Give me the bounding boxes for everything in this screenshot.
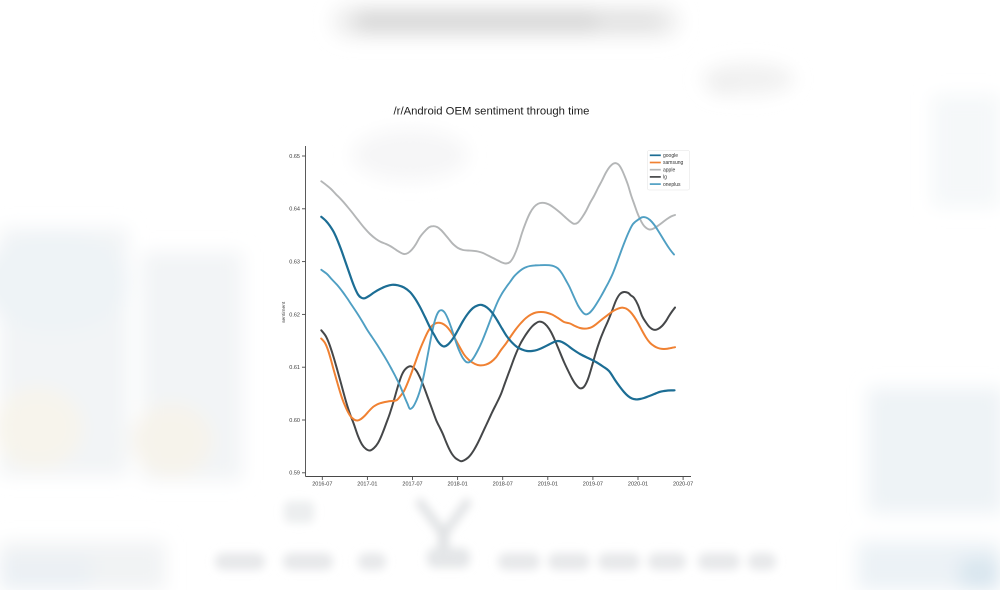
- svg-text:2018-07: 2018-07: [493, 482, 513, 488]
- svg-text:2016-07: 2016-07: [312, 482, 332, 488]
- svg-text:2019-01: 2019-01: [538, 482, 558, 488]
- svg-text:2017-07: 2017-07: [402, 482, 422, 488]
- svg-text:0.64: 0.64: [289, 207, 300, 213]
- svg-text:2017-01: 2017-01: [357, 482, 377, 488]
- svg-text:/r/Android OEM sentiment throu: /r/Android OEM sentiment through time: [394, 106, 590, 118]
- svg-text:lg: lg: [663, 175, 667, 181]
- svg-text:google: google: [663, 153, 678, 159]
- svg-text:0.63: 0.63: [289, 260, 300, 266]
- svg-text:0.61: 0.61: [289, 365, 300, 371]
- svg-text:samsung: samsung: [663, 160, 684, 166]
- svg-text:0.65: 0.65: [289, 154, 300, 160]
- svg-text:2020-01: 2020-01: [628, 482, 648, 488]
- svg-text:0.59: 0.59: [289, 471, 300, 477]
- svg-text:sentiment: sentiment: [281, 301, 287, 323]
- svg-text:apple: apple: [663, 167, 675, 173]
- svg-text:2018-01: 2018-01: [448, 482, 468, 488]
- svg-text:2019-07: 2019-07: [583, 482, 603, 488]
- svg-text:oneplus: oneplus: [663, 182, 681, 188]
- svg-text:2020-07: 2020-07: [673, 482, 693, 488]
- svg-text:0.62: 0.62: [289, 312, 300, 318]
- svg-text:0.60: 0.60: [289, 418, 300, 424]
